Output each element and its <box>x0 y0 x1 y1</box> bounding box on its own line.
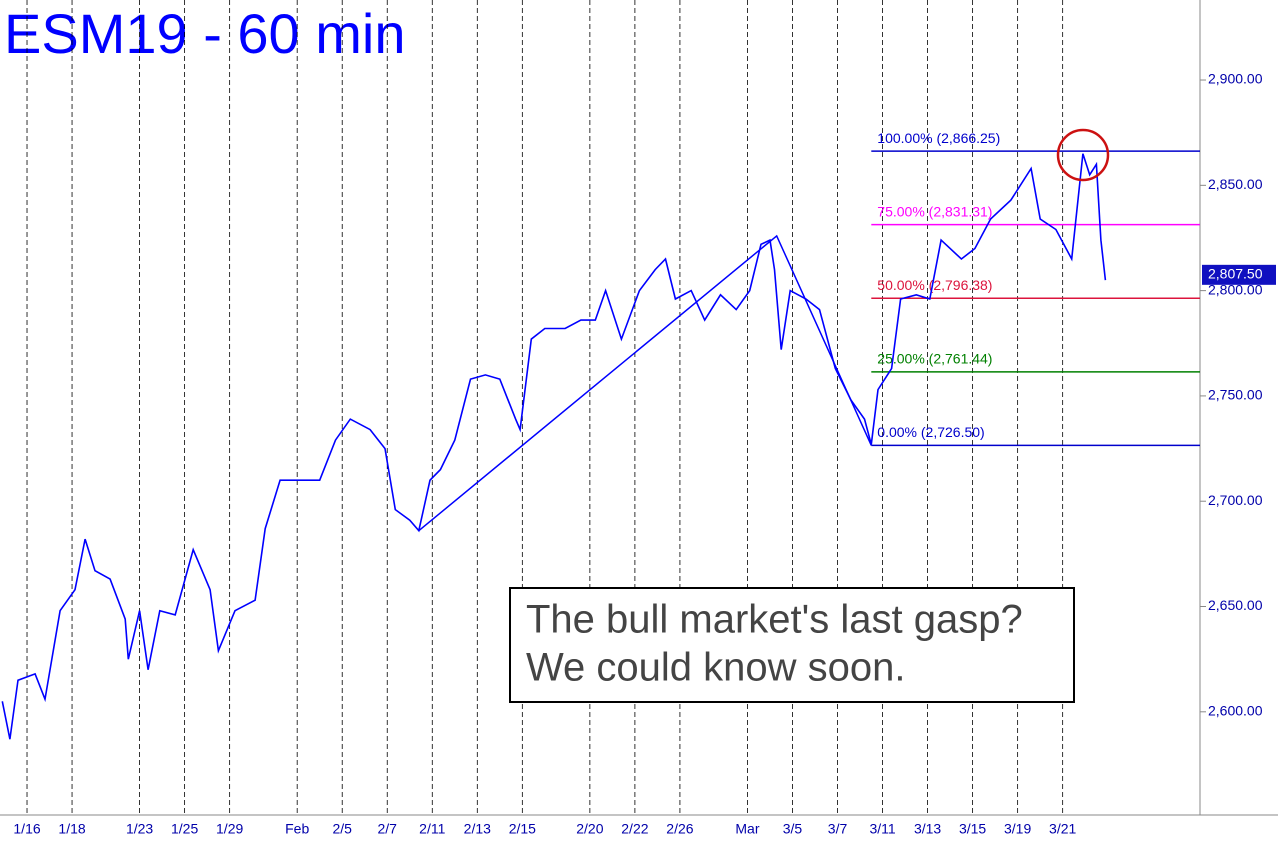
x-tick-label: 2/15 <box>509 821 536 837</box>
x-tick-label: 3/19 <box>1004 821 1031 837</box>
y-tick-label: 2,900.00 <box>1208 71 1263 87</box>
fib-label: 25.00% (2,761.44) <box>877 351 992 367</box>
x-tick-label: 3/21 <box>1049 821 1076 837</box>
x-tick-label: 2/20 <box>576 821 603 837</box>
annotation-text: The bull market's last gasp? <box>526 598 1023 642</box>
x-tick-label: 3/11 <box>869 821 895 837</box>
x-tick-label: 2/5 <box>332 821 352 837</box>
swing-line <box>418 234 872 532</box>
x-tick-label: 1/29 <box>216 821 243 837</box>
fib-label: 75.00% (2,831.31) <box>877 203 992 219</box>
chart-title: ESM19 - 60 min <box>4 2 406 65</box>
x-tick-label: 2/26 <box>666 821 693 837</box>
y-tick-label: 2,750.00 <box>1208 387 1263 403</box>
x-tick-label: Mar <box>735 821 759 837</box>
y-tick-label: 2,850.00 <box>1208 176 1263 192</box>
x-tick-label: 2/7 <box>378 821 398 837</box>
x-tick-label: 1/16 <box>13 821 40 837</box>
x-tick-label: 2/22 <box>621 821 648 837</box>
annotation-text: We could know soon. <box>526 646 905 690</box>
y-tick-label: 2,700.00 <box>1208 492 1263 508</box>
x-tick-label: 3/7 <box>828 821 848 837</box>
highlight-circle <box>1056 128 1110 182</box>
price-line <box>1 153 1107 740</box>
last-price-label: 2,807.50 <box>1208 266 1263 282</box>
annotation-box <box>509 587 1075 703</box>
fib-label: 50.00% (2,796.38) <box>877 277 992 293</box>
y-tick-label: 2,800.00 <box>1208 281 1263 297</box>
x-tick-label: 3/13 <box>914 821 941 837</box>
x-tick-label: 1/18 <box>58 821 85 837</box>
y-tick-label: 2,650.00 <box>1208 597 1263 613</box>
x-tick-label: 1/23 <box>126 821 153 837</box>
plot: 1/16 1/18 1/23 1/25 1/29 Feb 2/5 2/7 2/11 2/13 2/1… <box>1 0 1276 837</box>
fib-label: 0.00% (2,726.50) <box>877 424 984 440</box>
x-tick-label: 3/5 <box>783 821 803 837</box>
x-tick-label: 3/15 <box>959 821 986 837</box>
x-tick-label: 1/25 <box>171 821 198 837</box>
x-tick-label: Feb <box>285 821 309 837</box>
x-tick-label: 2/13 <box>464 821 491 837</box>
x-tick-label: 2/11 <box>419 821 445 837</box>
last-price-box <box>1202 264 1276 285</box>
y-tick-label: 2,600.00 <box>1208 703 1263 719</box>
fib-label: 100.00% (2,866.25) <box>877 130 1000 146</box>
